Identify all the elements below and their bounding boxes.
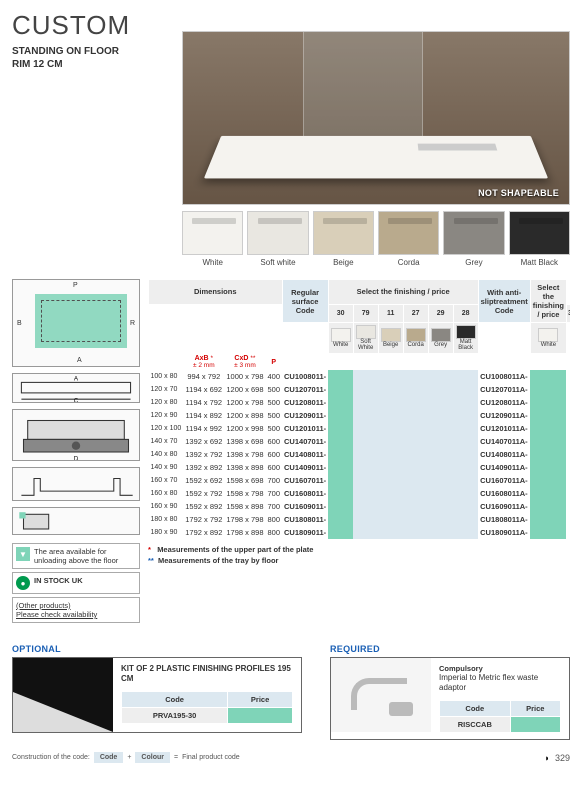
th-anti: With anti-sliptreatment Code [478,280,530,323]
th-select2: Select the finishing / price [530,280,566,323]
table-row: 180 x 901792 x 8921798 x 898800CU1809011… [149,526,571,539]
table-row: 140 x 701392 x 6921398 x 698600CU1407011… [149,435,571,448]
swatch-label: White [182,258,243,267]
table-notes: * Measurements of the upper part of the … [148,545,570,566]
svg-text:C: C [74,397,79,403]
diagram-corner [12,507,140,535]
diagram-front: CA [12,373,140,403]
swatch [247,211,308,255]
optional-header: OPTIONAL [12,644,302,654]
required-title: Imperial to Metric flex waste adaptor [439,673,561,692]
table-row: 120 x 901194 x 8921200 x 898500CU1209011… [149,409,571,422]
legend-other: (Other products) Please check availabili… [16,601,97,619]
legend-stock: IN STOCK UK [34,576,83,585]
optional-section: OPTIONAL KIT OF 2 PLASTIC FINISHING PROF… [12,644,302,733]
table-row: 100 x 80994 x 7921000 x 798400CU1008011-… [149,370,571,383]
swatch-label: Beige [313,258,374,267]
svg-text:A: A [74,375,79,382]
table-row: 140 x 801392 x 7921398 x 798600CU1408011… [149,448,571,461]
spec-table: Dimensions Regular surface Code Select t… [148,279,570,626]
swatch-label: Grey [443,258,504,267]
left-diagrams: P A B R CA D ▼The area available for unl… [12,279,140,626]
unload-icon: ▼ [16,547,30,561]
optional-image [13,658,113,732]
table-row: 160 x 801592 x 7921598 x 798700CU1608011… [149,487,571,500]
required-table: CodePrice RISCCAB [439,700,561,733]
swatch [509,211,570,255]
page-number: ◗ 329 [545,753,570,763]
th-regular: Regular surface Code [282,280,328,323]
swatch [443,211,504,255]
svg-text:D: D [74,455,79,461]
legend-block: ▼ The area available for unloading above … [12,543,140,623]
swatch-label: Matt Black [509,258,570,267]
hero-badge: NOT SHAPEABLE [478,188,559,198]
swatch-label: Soft white [247,258,308,267]
swatch-labels: White Soft white Beige Corda Grey Matt Black [182,258,570,267]
diagram-top-view: P A B R [12,279,140,367]
hero-image: NOT SHAPEABLE [182,31,570,205]
required-section: REQUIRED Compulsory Imperial to Metric f… [330,644,570,740]
swatch [313,211,374,255]
diagram-profile [12,467,140,501]
optional-title: KIT OF 2 PLASTIC FINISHING PROFILES 195 … [121,664,293,683]
th-select: Select the finishing / price [328,280,478,305]
legend-unload: The area available for unloading above t… [34,547,136,565]
table-row: 160 x 901592 x 8921598 x 898700CU1609011… [149,500,571,513]
required-pretitle: Compulsory [439,664,561,673]
th-dimensions: Dimensions [149,280,283,305]
table-row: 120 x 1001194 x 9921200 x 998500CU120101… [149,422,571,435]
diagram-section: D [12,409,140,461]
footer: Construction of the code: Code + Colour … [12,752,570,763]
stock-icon: ● [16,576,30,590]
table-row: 140 x 901392 x 8921398 x 898600CU1409011… [149,461,571,474]
table-row: 120 x 801194 x 7921200 x 798500CU1208011… [149,396,571,409]
table-row: 180 x 801792 x 7921798 x 798800CU1808011… [149,513,571,526]
swatch [182,211,243,255]
swatch-label: Corda [378,258,439,267]
table-row: 160 x 701592 x 6921598 x 698700CU1607011… [149,474,571,487]
optional-table: CodePrice PRVA195-30 [121,691,293,724]
swatch [378,211,439,255]
table-row: 120 x 701194 x 6921200 x 698500CU1207011… [149,383,571,396]
swatch-row [182,211,570,255]
required-image [331,658,431,732]
required-header: REQUIRED [330,644,570,654]
